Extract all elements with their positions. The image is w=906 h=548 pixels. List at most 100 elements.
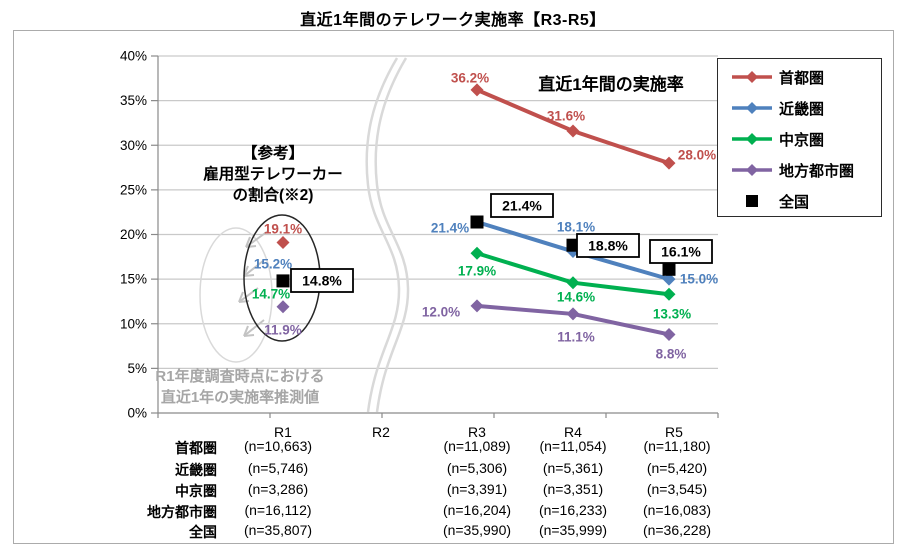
marker-zenkoku bbox=[276, 274, 290, 288]
estimate-arrow-head bbox=[243, 334, 255, 337]
x-axis-label-R5: R5 bbox=[665, 424, 683, 440]
legend-marker-kinkiken bbox=[732, 102, 772, 114]
data-label-zenkoku: 16.1% bbox=[661, 244, 701, 260]
y-axis-label: 10% bbox=[120, 316, 147, 331]
legend-item-zenkoku: 全国 bbox=[730, 189, 809, 213]
table-sample-size: (n=5,420) bbox=[646, 460, 708, 476]
y-axis-label: 40% bbox=[120, 49, 147, 64]
estimate-arrow-head bbox=[243, 325, 249, 337]
annotation-estimate-line1: R1年度調査時点における bbox=[155, 368, 325, 385]
data-label-chiho-toshiken: 8.8% bbox=[656, 347, 687, 362]
data-label-shutoken: 31.6% bbox=[547, 109, 585, 124]
table-sample-size: (n=5,746) bbox=[247, 460, 309, 476]
data-label-shutoken: 19.1% bbox=[264, 222, 302, 237]
data-label-chukyoken: 13.3% bbox=[653, 307, 691, 322]
estimate-ellipse bbox=[199, 227, 273, 363]
data-label-kinkiken: 18.1% bbox=[557, 220, 595, 235]
marker-zenkoku bbox=[662, 262, 676, 276]
annotation-reference-line2: 雇用型テレワーカー bbox=[203, 166, 343, 183]
marker-chiho-toshiken bbox=[470, 299, 484, 313]
data-label-chiho-toshiken: 12.0% bbox=[422, 305, 460, 320]
data-label-chukyoken: 14.7% bbox=[252, 287, 290, 302]
annotation-main-rate: 直近1年間の実施率 bbox=[538, 75, 684, 94]
legend-label-shutoken: 首都圏 bbox=[779, 69, 825, 87]
marker-shutoken bbox=[470, 83, 484, 97]
estimate-arrow-head bbox=[243, 274, 255, 277]
annotation-estimate-line2: 直近1年の実施率推測値 bbox=[160, 389, 320, 406]
data-label-box-zenkoku bbox=[490, 193, 554, 218]
annotation-reference-line3: の割合(※2) bbox=[232, 187, 314, 204]
legend-label-zenkoku: 全国 bbox=[779, 193, 810, 211]
estimate-arrow-head bbox=[245, 245, 257, 248]
marker-chiho-toshiken bbox=[276, 300, 290, 314]
marker-zenkoku bbox=[470, 215, 484, 229]
axis-break-wave bbox=[374, 57, 410, 413]
table-sample-size: (n=3,391) bbox=[446, 481, 508, 497]
table-sample-size: (n=3,351) bbox=[542, 481, 604, 497]
legend-marker-shutoken bbox=[732, 71, 772, 83]
marker-chiho-toshiken bbox=[566, 307, 580, 321]
y-axis-label: 20% bbox=[120, 227, 147, 242]
table-sample-size: (n=11,089) bbox=[443, 438, 511, 454]
marker-chiho-toshiken bbox=[662, 327, 676, 341]
table-row-label: 首都圏 bbox=[175, 440, 217, 456]
y-axis-label: 25% bbox=[120, 182, 147, 197]
data-label-kinkiken: 15.2% bbox=[254, 257, 292, 272]
marker-shutoken bbox=[662, 156, 676, 170]
table-row-label: 近畿圏 bbox=[175, 462, 217, 478]
table-sample-size: (n=5,306) bbox=[446, 460, 508, 476]
estimate-arrow bbox=[243, 260, 264, 277]
legend-item-shutoken: 首都圏 bbox=[730, 65, 824, 89]
table-sample-size: (n=11,180) bbox=[643, 438, 711, 454]
x-axis-label-R4: R4 bbox=[564, 424, 582, 440]
table-row-label: 地方都市圏 bbox=[147, 504, 217, 520]
table-sample-size: (n=35,990) bbox=[442, 522, 512, 538]
legend-label-kinkiken: 近畿圏 bbox=[779, 100, 825, 118]
table-sample-size: (n=16,204) bbox=[442, 502, 512, 518]
table-row-label: 中京圏 bbox=[175, 483, 217, 499]
data-label-chiho-toshiken: 11.9% bbox=[264, 323, 302, 338]
table-sample-size: (n=16,233) bbox=[538, 502, 608, 518]
annotation-reference-line1: 【参考】 bbox=[241, 145, 304, 162]
data-label-shutoken: 36.2% bbox=[451, 71, 489, 86]
data-label-zenkoku: 14.8% bbox=[302, 273, 342, 289]
y-axis-label: 30% bbox=[120, 138, 147, 153]
data-label-box-zenkoku bbox=[649, 239, 713, 264]
estimate-arrow-head bbox=[238, 300, 250, 303]
y-axis-label: 0% bbox=[127, 406, 147, 421]
table-row-label: 全国 bbox=[189, 524, 217, 540]
table-sample-size: (n=35,807) bbox=[243, 522, 313, 538]
data-label-kinkiken: 15.0% bbox=[680, 272, 718, 287]
marker-chukyoken bbox=[566, 276, 580, 290]
estimate-arrow-head bbox=[238, 291, 244, 303]
annotation-estimate-note: R1年度調査時点における 直近1年の実施率推測値 bbox=[126, 366, 354, 408]
y-axis-label: 5% bbox=[127, 361, 147, 376]
y-axis-label: 15% bbox=[120, 272, 147, 287]
table-sample-size: (n=36,228) bbox=[642, 522, 712, 538]
legend-item-chukyoken: 中京圏 bbox=[730, 127, 824, 151]
estimate-arrow bbox=[238, 287, 259, 303]
x-axis-label-R1: R1 bbox=[274, 424, 292, 440]
data-label-zenkoku: 18.8% bbox=[588, 238, 628, 254]
axis-break-wave bbox=[365, 57, 401, 413]
legend-label-chiho-toshiken: 地方都市圏 bbox=[779, 162, 855, 180]
data-label-box-zenkoku bbox=[290, 268, 354, 293]
data-label-box-zenkoku bbox=[576, 233, 640, 258]
data-label-kinkiken: 21.4% bbox=[431, 221, 469, 236]
table-sample-size: (n=3,286) bbox=[247, 481, 309, 497]
legend-marker-chukyoken bbox=[732, 133, 772, 145]
table-sample-size: (n=5,361) bbox=[542, 460, 604, 476]
marker-kinkiken bbox=[662, 272, 676, 286]
marker-shutoken bbox=[566, 124, 580, 138]
estimate-arrow bbox=[243, 319, 265, 337]
data-label-chukyoken: 14.6% bbox=[557, 290, 595, 305]
table-sample-size: (n=35,999) bbox=[538, 522, 608, 538]
marker-chukyoken bbox=[470, 246, 484, 260]
data-label-chiho-toshiken: 11.1% bbox=[557, 330, 595, 345]
data-label-shutoken: 28.0% bbox=[678, 148, 716, 163]
legend-item-kinkiken: 近畿圏 bbox=[730, 96, 824, 120]
table-sample-size: (n=3,545) bbox=[646, 481, 708, 497]
x-axis-label-R3: R3 bbox=[468, 424, 486, 440]
table-sample-size: (n=16,112) bbox=[244, 502, 312, 518]
